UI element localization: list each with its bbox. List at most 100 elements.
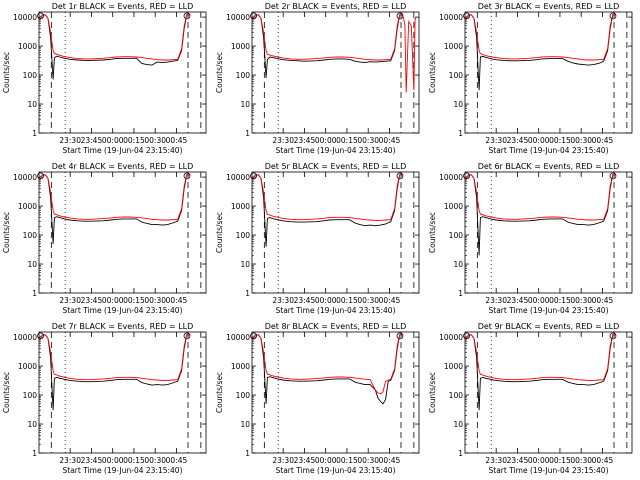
x-tick-label: 00:30: [144, 456, 166, 465]
x-axis-label: Start Time (19-Jun-04 23:15:40): [63, 146, 183, 155]
y-tick-label: 1000: [444, 202, 463, 211]
y-tick-label: 1000: [18, 362, 37, 371]
y-tick-label: 1000: [18, 202, 37, 211]
events-series-line: [464, 334, 616, 411]
saturation-marker: [183, 332, 191, 340]
x-axis-label: Start Time (19-Jun-04 23:15:40): [276, 466, 396, 475]
x-tick-label: 00:45: [379, 296, 401, 305]
saturation-marker: [396, 172, 404, 180]
y-tick-label: 10000: [13, 13, 37, 22]
x-tick-label: 00:30: [144, 136, 166, 145]
det-plot-svg: Det 8r BLACK = Events, RED = LLD 1 10 100 10…: [215, 322, 420, 475]
y-axis-label: Counts/sec: [2, 212, 11, 253]
lld-series-line: [464, 174, 616, 221]
y-tick-label: 10000: [226, 333, 250, 342]
chart-title: Det 5r BLACK = Events, RED = LLD: [265, 162, 407, 171]
events-series-line: [251, 14, 403, 78]
saturation-marker: [609, 172, 617, 180]
x-tick-label: 23:30: [272, 136, 294, 145]
plot-frame: [464, 171, 633, 294]
det-panel-9: Det 9r BLACK = Events, RED = LLD 1 10 100 10…: [426, 320, 639, 480]
y-tick-label: 10: [27, 100, 37, 109]
y-axis-label: Counts/sec: [215, 52, 224, 93]
saturation-marker: [463, 172, 470, 180]
plot-frame: [464, 331, 633, 454]
x-tick-label: 00:15: [549, 456, 571, 465]
x-tick-label: 23:45: [507, 296, 529, 305]
x-tick-label: 00:00: [102, 296, 124, 305]
det-panel-7: Det 7r BLACK = Events, RED = LLD 1 10 100 10…: [0, 320, 213, 480]
chart-title: Det 4r BLACK = Events, RED = LLD: [52, 162, 194, 171]
saturation-marker: [37, 12, 44, 20]
x-tick-label: 00:00: [102, 456, 124, 465]
x-tick-label: 00:30: [357, 456, 379, 465]
x-tick-label: 00:30: [570, 456, 592, 465]
det-plot-svg: Det 3r BLACK = Events, RED = LLD 1 10 100 10…: [428, 2, 633, 155]
x-tick-label: 00:30: [570, 296, 592, 305]
det-panel-3: Det 3r BLACK = Events, RED = LLD 1 10 100 10…: [426, 0, 639, 160]
x-tick-label: 00:45: [592, 296, 614, 305]
lld-series-line: [464, 334, 616, 381]
y-tick-label: 10: [240, 260, 250, 269]
chart-title: Det 2r BLACK = Events, RED = LLD: [265, 2, 407, 11]
y-tick-label: 100: [449, 391, 464, 400]
x-tick-label: 00:45: [379, 136, 401, 145]
lld-series-line: [251, 174, 403, 221]
y-tick-label: 1000: [444, 362, 463, 371]
x-tick-label: 00:00: [528, 136, 550, 145]
y-tick-label: 1000: [231, 362, 250, 371]
saturation-marker: [37, 332, 44, 340]
y-tick-label: 100: [236, 71, 251, 80]
y-tick-label: 10: [453, 100, 463, 109]
x-axis-label: Start Time (19-Jun-04 23:15:40): [63, 306, 183, 315]
x-axis-label: Start Time (19-Jun-04 23:15:40): [276, 306, 396, 315]
y-tick-label: 10: [453, 420, 463, 429]
y-axis-label: Counts/sec: [215, 212, 224, 253]
x-tick-label: 00:45: [379, 456, 401, 465]
x-tick-label: 00:15: [336, 136, 358, 145]
x-tick-label: 00:15: [336, 456, 358, 465]
y-tick-label: 1: [32, 289, 37, 298]
x-tick-label: 23:30: [272, 296, 294, 305]
plot-frame: [38, 11, 207, 134]
x-tick-label: 00:45: [592, 456, 614, 465]
x-tick-label: 00:00: [315, 136, 337, 145]
y-axis-label: Counts/sec: [428, 52, 437, 93]
y-tick-label: 10000: [226, 173, 250, 182]
x-tick-label: 00:15: [549, 136, 571, 145]
x-tick-label: 00:15: [336, 296, 358, 305]
saturation-marker: [183, 172, 191, 180]
y-tick-label: 10: [240, 420, 250, 429]
x-tick-label: 23:45: [507, 136, 529, 145]
x-tick-label: 00:15: [123, 296, 145, 305]
saturation-marker: [609, 332, 617, 340]
lld-series-line: [464, 14, 616, 61]
x-axis-label: Start Time (19-Jun-04 23:15:40): [489, 306, 609, 315]
det-plot-svg: Det 2r BLACK = Events, RED = LLD 1 10 100 10…: [215, 2, 420, 155]
events-series-line: [38, 14, 190, 80]
events-series-line: [464, 174, 616, 256]
y-tick-label: 1: [458, 129, 463, 138]
x-tick-label: 00:15: [123, 136, 145, 145]
saturation-marker: [463, 12, 470, 20]
chart-title: Det 7r BLACK = Events, RED = LLD: [52, 322, 194, 331]
y-tick-label: 1000: [231, 202, 250, 211]
x-tick-label: 23:45: [294, 456, 316, 465]
y-tick-label: 100: [23, 391, 38, 400]
det-panel-6: Det 6r BLACK = Events, RED = LLD 1 10 100 10…: [426, 160, 639, 320]
x-axis-label: Start Time (19-Jun-04 23:15:40): [276, 146, 396, 155]
det-plot-svg: Det 6r BLACK = Events, RED = LLD 1 10 100 10…: [428, 162, 633, 315]
x-tick-label: 00:45: [592, 136, 614, 145]
plot-frame: [38, 331, 207, 454]
x-tick-label: 23:30: [59, 136, 81, 145]
x-tick-label: 00:00: [315, 456, 337, 465]
y-tick-label: 1000: [231, 42, 250, 51]
y-tick-label: 100: [236, 391, 251, 400]
plot-frame: [251, 11, 420, 134]
y-axis-label: Counts/sec: [215, 372, 224, 413]
lld-series-line: [251, 334, 403, 395]
x-tick-label: 23:45: [294, 296, 316, 305]
y-tick-label: 1: [245, 129, 250, 138]
y-tick-label: 100: [449, 71, 464, 80]
